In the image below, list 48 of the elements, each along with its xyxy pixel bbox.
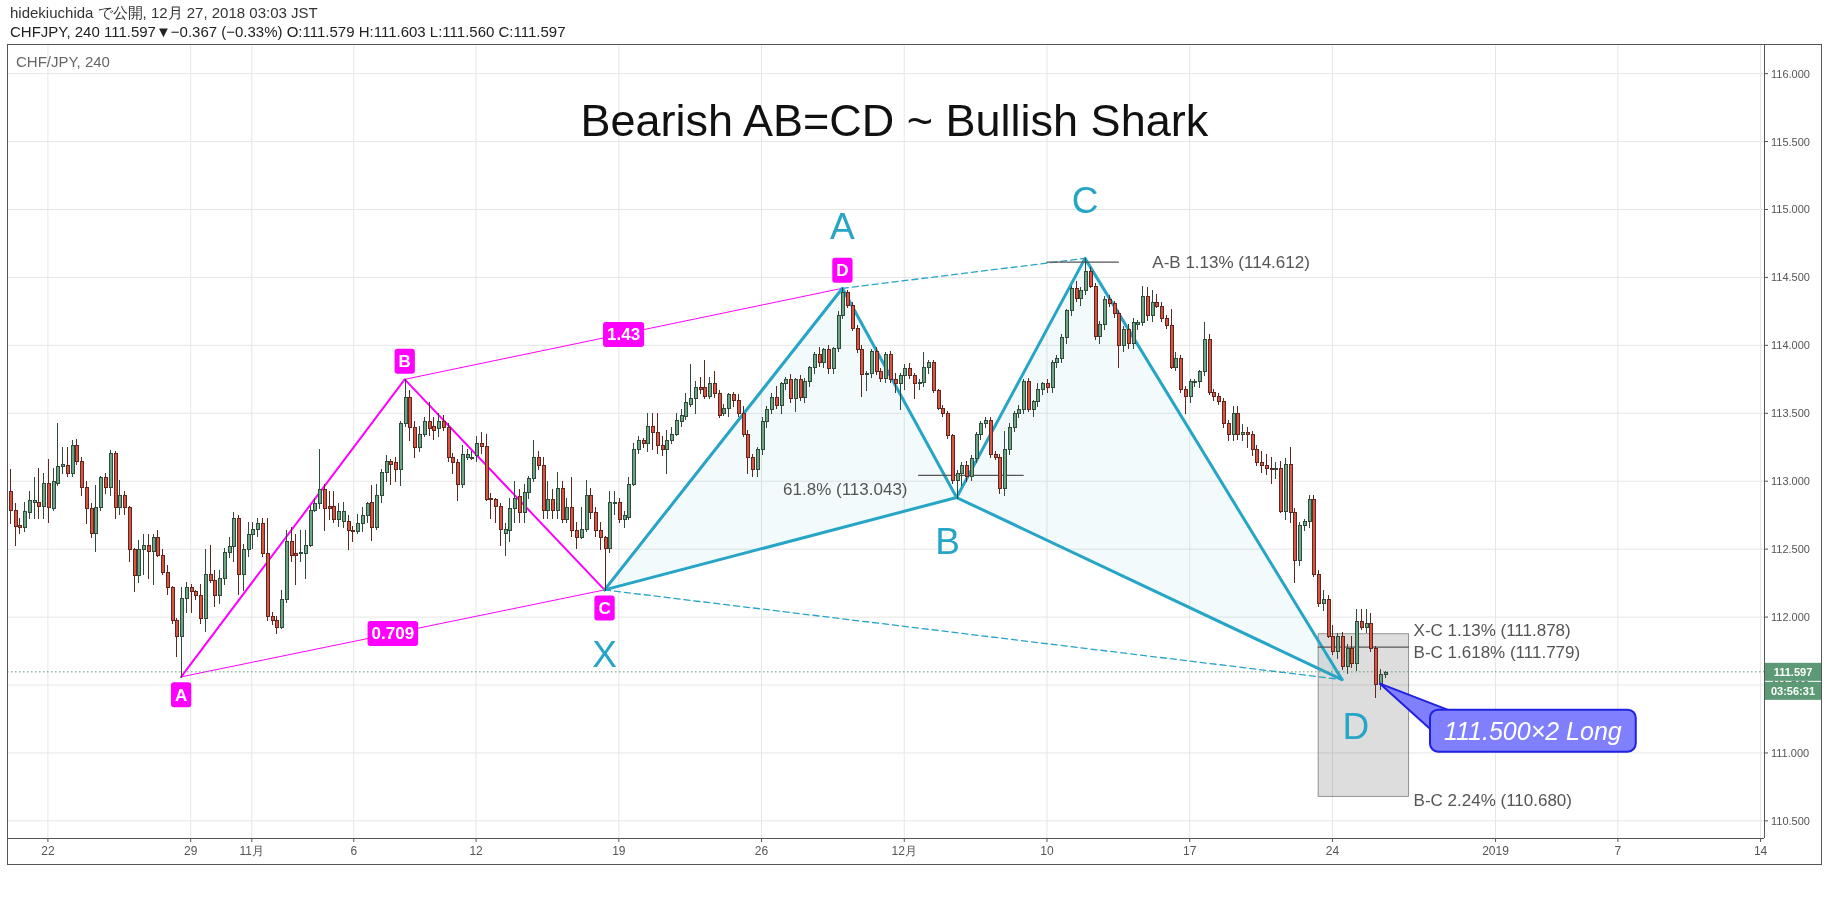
x-tick-label: 19 <box>612 844 626 858</box>
y-tick-label: 110.500 <box>1771 814 1810 827</box>
annotation: B-C 2.24% (110.680) <box>1413 791 1572 811</box>
x-tick-label: 24 <box>1325 844 1340 858</box>
annotation: A <box>174 685 188 705</box>
annotation: 111.500×2 Long <box>1444 716 1622 745</box>
annotation: X-C 1.13% (111.878) <box>1413 620 1571 640</box>
annotation: A-B 1.13% (114.612) <box>1152 253 1310 273</box>
y-tick-label: 114.000 <box>1771 339 1810 352</box>
annotation: 0.709 <box>371 624 415 644</box>
x-tick-label: 12 <box>469 844 484 858</box>
x-tick-label: 2019 <box>1482 844 1510 858</box>
annotation: C <box>1071 180 1099 222</box>
y-tick-label: 112.000 <box>1771 611 1810 624</box>
text: 03:56:31 <box>1770 684 1816 697</box>
y-tick-label: 111.000 <box>1771 746 1810 759</box>
x-tick-label: 14 <box>1753 844 1768 858</box>
text: Bearish AB=CD ~ Bullish Shark <box>580 95 1209 146</box>
ref-line-label: 111.597 <box>1773 665 1813 678</box>
annotation: B <box>398 352 411 372</box>
annotation: D <box>1342 705 1370 747</box>
y-tick-label: 113.000 <box>1771 475 1810 488</box>
x-tick-label: 12月 <box>891 844 917 858</box>
annotation: 1.43 <box>607 325 641 345</box>
y-tick-label: 114.500 <box>1771 271 1810 284</box>
annotation: C <box>598 598 611 618</box>
text: hidekiuchida で公開, 12月 27, 2018 03:03 JST <box>10 4 318 21</box>
annotation: D <box>836 261 849 281</box>
x-tick-label: 17 <box>1183 844 1197 858</box>
text: CHFJPY, 240 111.597▼−0.367 (−0.33%) O:111.579 H:111.603 L:111.560 C:111.597 <box>10 23 566 40</box>
annotation: CHF/JPY, 240 <box>16 53 110 70</box>
annotation: 61.8% (113.043) <box>783 480 908 500</box>
annotation: X <box>592 633 617 675</box>
annotation: B-C 1.618% (111.779) <box>1413 643 1581 663</box>
y-tick-label: 115.500 <box>1771 135 1810 148</box>
x-tick-label: 7 <box>1614 844 1622 858</box>
y-tick-label: 116.000 <box>1771 67 1810 80</box>
y-tick-label: 112.500 <box>1771 543 1810 556</box>
x-tick-label: 10 <box>1040 844 1054 858</box>
x-tick-label: 11月 <box>239 844 265 858</box>
x-tick-label: 22 <box>41 844 55 858</box>
annotation: B <box>935 520 960 562</box>
x-tick-label: 6 <box>350 844 358 858</box>
x-tick-label: 26 <box>754 844 769 858</box>
annotation: A <box>830 206 856 248</box>
y-tick-label: 113.500 <box>1771 407 1810 420</box>
x-tick-label: 29 <box>183 844 198 858</box>
y-tick-label: 115.000 <box>1771 203 1810 216</box>
